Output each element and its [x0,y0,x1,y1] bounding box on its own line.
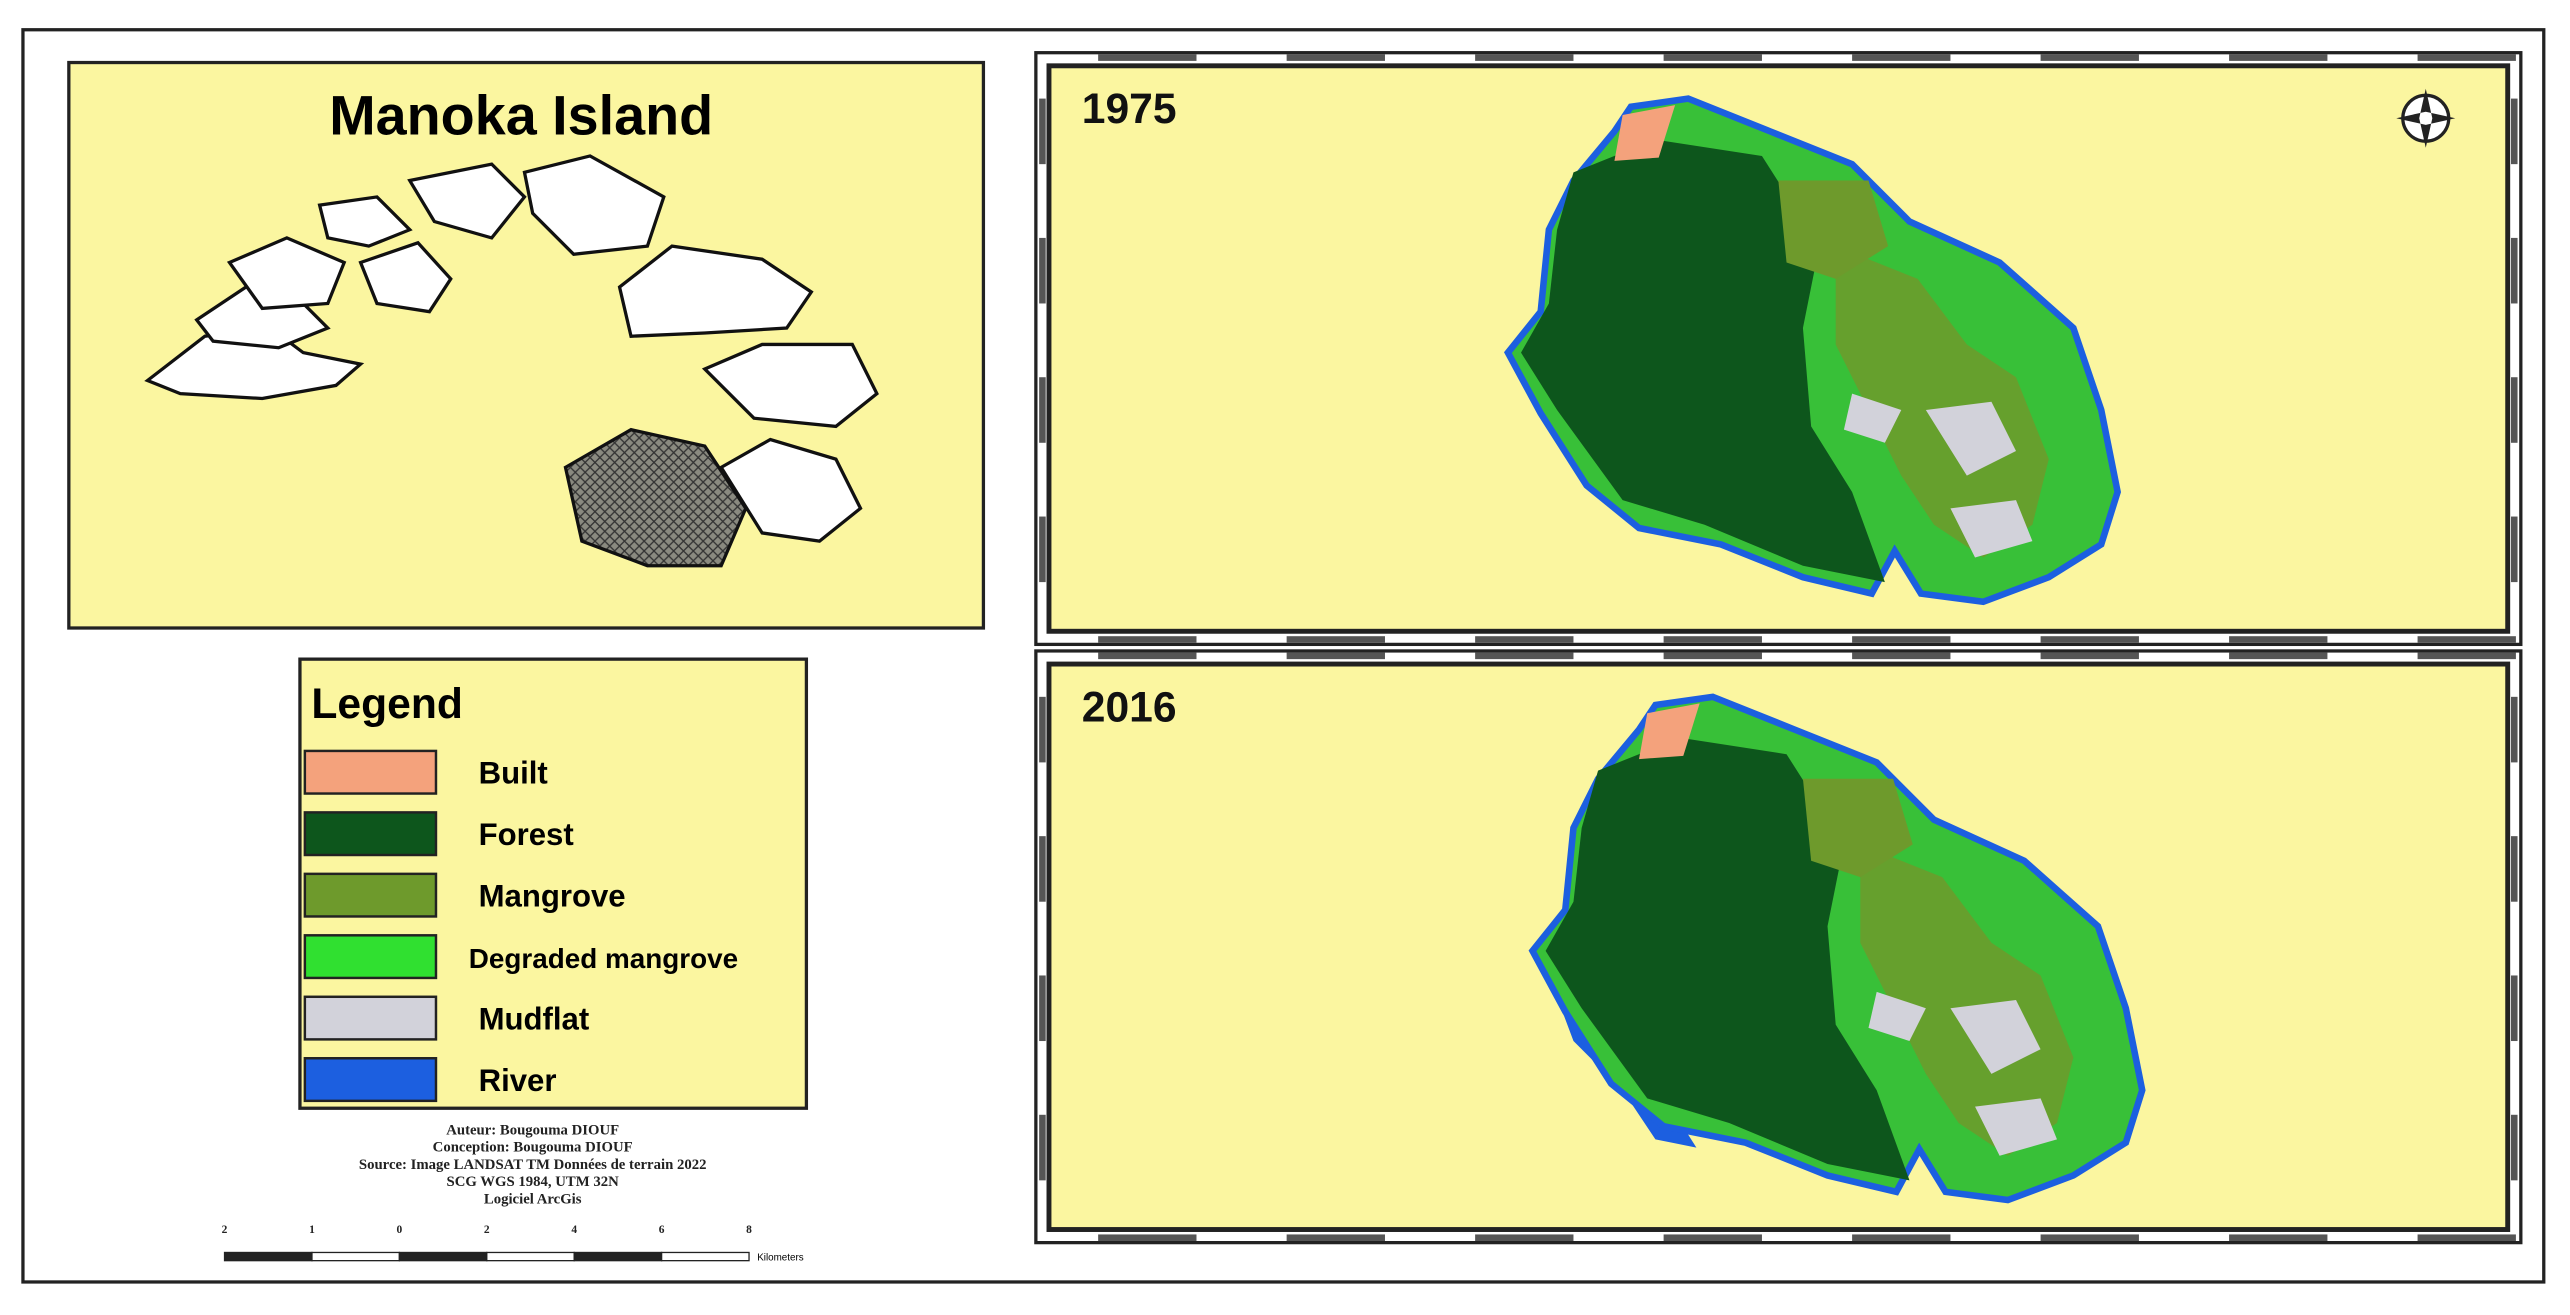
frame-tick [1663,54,1762,61]
scale-label: 2 [222,1224,228,1236]
frame-tick [1039,377,1046,443]
credit-line: Auteur: Bougouma DIOUF [446,1122,619,1138]
frame-tick [1039,836,1046,902]
frame-tick [2510,836,2518,902]
frame-tick [1852,54,1951,61]
legend-swatch [303,872,438,918]
scale-segment [486,1251,575,1262]
credit-line: Source: Image LANDSAT TM Données de terr… [359,1157,707,1173]
frame-tick [1098,652,1197,660]
frame-tick [1475,54,1574,61]
scale-segment [398,1251,488,1262]
legend-label: Mangrove [479,879,626,914]
compass [2396,88,2456,148]
frame-tick [1475,636,1574,643]
frame-tick [1852,636,1951,643]
frame-tick [2040,636,2139,643]
frame-tick [1475,1234,1574,1241]
frame-tick [2040,652,2139,660]
map-year: 2016 [1082,683,1177,731]
frame-tick [2229,636,2328,643]
compass-star [2396,88,2456,148]
legend-swatch [303,749,438,795]
scale-segment [311,1251,401,1262]
frame-tick [2229,652,2328,660]
island-map [1532,697,2142,1200]
frame-tick [2417,54,2516,61]
frame-tick [1039,1114,1046,1181]
scale-segment [660,1251,750,1262]
legend-swatch [303,995,438,1041]
frame-tick [2229,1234,2328,1241]
legend-swatch [303,934,438,980]
frame-tick [1039,237,1046,304]
scale-label: 1 [309,1224,315,1236]
frame-tick [1663,652,1762,660]
scale-label: 8 [746,1224,752,1236]
frame-tick [1098,1234,1197,1241]
frame-tick [2040,1234,2139,1241]
frame-tick [1039,98,1046,165]
credit-line: Logiciel ArcGis [484,1191,582,1207]
credits: Auteur: Bougouma DIOUF Conception: Bougou… [359,1122,707,1207]
frame-tick [2417,636,2516,643]
legend-swatch [303,811,438,857]
frame-tick [2510,98,2518,165]
scale-label: 0 [397,1224,403,1236]
legend-label: Degraded mangrove [469,943,738,974]
legend-swatch [303,1057,438,1103]
frame-tick [2229,54,2328,61]
frame-tick [2040,54,2139,61]
frame-tick [2510,516,2518,583]
inset-manoka [563,427,748,568]
frame-tick [1663,1234,1762,1241]
credit-line: Conception: Bougouma DIOUF [433,1140,633,1156]
frame-tick [1663,636,1762,643]
frame-tick [1039,696,1046,763]
frame-tick [1039,516,1046,583]
credit-line: SCG WGS 1984, UTM 32N [447,1174,620,1190]
frame-tick [1286,652,1385,660]
frame-tick [1852,652,1951,660]
legend-label: Mudflat [479,1002,590,1037]
frame-tick [1098,636,1197,643]
frame-tick [1852,1234,1951,1241]
map-year: 1975 [1082,85,1177,133]
legend-title: Legend [311,680,463,728]
frame-tick [2417,652,2516,660]
frame-tick [1286,1234,1385,1241]
frame-tick [2510,1114,2518,1181]
frame-tick [1475,652,1574,660]
legend-label: Forest [479,817,574,852]
legend-label: Built [479,756,548,791]
scale-segment [223,1251,313,1262]
frame-tick [2510,975,2518,1042]
frame-tick [2510,377,2518,443]
frame-tick [2510,237,2518,304]
scale-segment [573,1251,663,1262]
legend-label: River [479,1063,557,1098]
frame-tick [1098,54,1197,61]
frame-tick [1039,975,1046,1042]
frame-tick [2417,1234,2516,1241]
frame-tick [1286,636,1385,643]
scale-label: 4 [571,1224,577,1236]
scale-unit: Kilometers [757,1253,804,1264]
maps: 1975 2016 [1034,51,2523,1245]
inset-islands [144,154,879,543]
inset-title: Manoka Island [329,85,713,147]
scale-label: 2 [484,1224,490,1236]
scale-label: 6 [659,1224,665,1236]
frame-tick [2510,696,2518,763]
scale-bar: 2 1 0 2 4 6 8 Kilometers [222,1224,804,1264]
legend-items: Built Forest Mangrove Degraded mangrove Mudf… [303,749,738,1103]
frame-tick [1286,54,1385,61]
